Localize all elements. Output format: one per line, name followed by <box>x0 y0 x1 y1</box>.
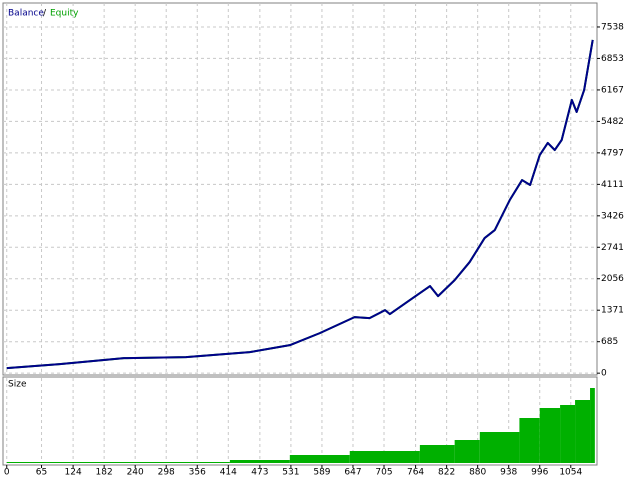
x-tick-label: 298 <box>158 468 175 478</box>
size-bar <box>560 405 576 463</box>
size-bar <box>539 408 561 463</box>
legend-balance: Balance <box>8 9 44 19</box>
x-tick-label: 705 <box>375 468 392 478</box>
x-tick-label: 65 <box>36 468 47 478</box>
size-bar <box>590 388 595 463</box>
y-tick-label: 3426 <box>601 211 624 221</box>
x-tick-label: 0 <box>4 468 10 478</box>
size-bar <box>454 440 480 463</box>
x-tick-label: 938 <box>500 468 517 478</box>
x-tick-label: 764 <box>407 468 424 478</box>
size-bar <box>575 400 591 463</box>
x-tick-label: 880 <box>469 468 486 478</box>
x-tick-label: 996 <box>531 468 548 478</box>
x-tick-label: 240 <box>127 468 144 478</box>
y-tick-label: 6853 <box>601 54 624 64</box>
x-tick-label: 531 <box>282 468 299 478</box>
size-bar <box>289 455 350 463</box>
y-tick-label: 2056 <box>601 274 624 284</box>
size-bar <box>229 460 290 463</box>
size-title: Size <box>8 380 27 390</box>
y-tick-label: 2741 <box>601 243 624 253</box>
size-bar <box>349 451 420 463</box>
y-tick-label: 1371 <box>601 306 624 316</box>
y-tick-label: 0 <box>601 369 607 379</box>
x-tick-label: 356 <box>189 468 206 478</box>
size-bar <box>6 462 230 463</box>
y-tick-label: 4111 <box>601 180 624 190</box>
x-tick-label: 182 <box>96 468 113 478</box>
size-bar <box>419 445 455 463</box>
x-tick-label: 647 <box>344 468 361 478</box>
x-tick-label: 1054 <box>559 468 582 478</box>
y-tick-label: 4797 <box>601 148 624 158</box>
y-tick-label: 685 <box>601 337 618 347</box>
x-tick-label: 414 <box>220 468 237 478</box>
y-tick-label: 7538 <box>601 22 624 32</box>
size-bar <box>519 418 540 463</box>
legend-equity: Equity <box>50 9 79 19</box>
y-tick-label: 5482 <box>601 117 624 127</box>
x-tick-label: 589 <box>313 468 330 478</box>
x-tick-label: 473 <box>251 468 268 478</box>
y-tick-label: 6167 <box>601 85 624 95</box>
x-tick-label: 822 <box>438 468 455 478</box>
legend-separator: / <box>43 9 47 19</box>
balance-line <box>6 39 594 370</box>
main-panel <box>2 2 598 376</box>
plot-layer: 0 685 1371 2056 2741 3426 4111 4797 5482 6167 6853… <box>3 3 624 478</box>
size-bar <box>479 432 520 463</box>
x-tick-label: 124 <box>65 468 82 478</box>
